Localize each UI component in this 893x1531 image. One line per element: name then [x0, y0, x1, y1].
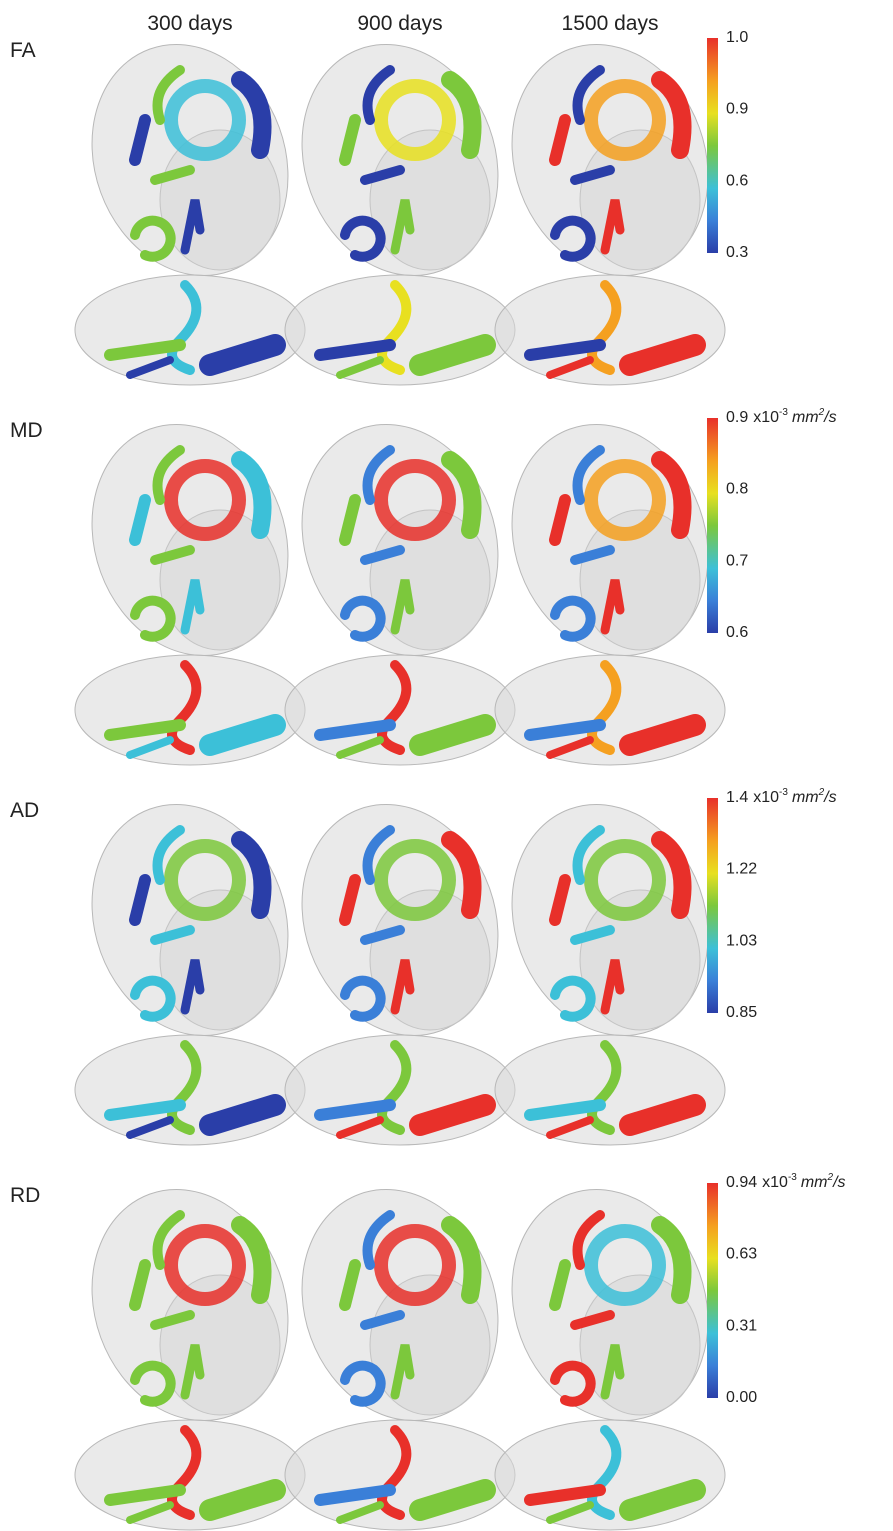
brain-top-view — [480, 1162, 739, 1449]
colorbar-tick-label: 0.63 — [726, 1246, 757, 1263]
brain-top-view — [60, 397, 319, 684]
unit-base: x10 — [753, 409, 779, 426]
colorbar-tick-label: 0.6 — [726, 624, 748, 641]
tick-value: 0.6 — [726, 173, 748, 190]
brain-top-view — [60, 777, 319, 1064]
colorbar-tick-label: 0.9x10-3mm2/s — [726, 407, 837, 427]
unit-exponent: -3 — [788, 1172, 797, 1183]
brain-side-view — [285, 1035, 515, 1145]
tick-value: 0.94 — [726, 1174, 757, 1191]
colorbar — [707, 38, 718, 253]
tick-value: 0.9 — [726, 409, 748, 426]
colorbar-tick-label: 0.8 — [726, 481, 748, 498]
brain-side-view — [495, 1035, 725, 1145]
unit: mm — [801, 1174, 828, 1191]
colorbar-tick-label: 1.0 — [726, 29, 748, 46]
brain-side-view — [75, 655, 305, 765]
column-header: 900 days — [357, 12, 442, 35]
colorbar-tick-label: 0.31 — [726, 1318, 757, 1335]
tick-value: 0.7 — [726, 553, 748, 570]
colorbar-tick-label: 0.9 — [726, 101, 748, 118]
brain-side-view — [285, 1420, 515, 1530]
colorbar-tick-label: 0.94x10-3mm2/s — [726, 1172, 846, 1192]
row-label: FA — [10, 39, 36, 62]
unit-tail: /s — [832, 1174, 845, 1191]
column-header: 1500 days — [562, 12, 659, 35]
colorbar — [707, 418, 718, 633]
tick-value: 0.9 — [726, 101, 748, 118]
unit-base: x10 — [753, 789, 779, 806]
tick-value: 0.63 — [726, 1246, 757, 1263]
colorbar-tick-label: 0.6 — [726, 173, 748, 190]
colorbar-tick-label: 0.7 — [726, 553, 748, 570]
brain-top-view — [60, 1162, 319, 1449]
brain-side-view — [285, 655, 515, 765]
tick-value: 0.6 — [726, 624, 748, 641]
unit-base: x10 — [762, 1174, 788, 1191]
brain-side-view — [285, 275, 515, 385]
row-label: AD — [10, 799, 39, 822]
unit-exponent: -3 — [779, 787, 788, 798]
tick-value: 1.4 — [726, 789, 748, 806]
tick-value: 0.85 — [726, 1004, 757, 1021]
row-label: MD — [10, 419, 43, 442]
brain-side-view — [75, 1420, 305, 1530]
tick-value: 0.3 — [726, 244, 748, 261]
brain-top-view — [270, 17, 529, 304]
brain-top-view — [480, 777, 739, 1064]
brain-side-view — [75, 275, 305, 385]
colorbar-tick-label: 0.3 — [726, 244, 748, 261]
colorbar-tick-label: 0.85 — [726, 1004, 757, 1021]
tick-value: 1.22 — [726, 861, 757, 878]
brain-side-view — [495, 275, 725, 385]
tick-value: 0.00 — [726, 1389, 757, 1406]
tick-value: 1.0 — [726, 29, 748, 46]
brain-side-view — [495, 655, 725, 765]
unit: mm — [792, 789, 819, 806]
colorbar-tick-label: 1.22 — [726, 861, 757, 878]
tick-value: 0.8 — [726, 481, 748, 498]
colorbar-tick-label: 1.03 — [726, 933, 757, 950]
brain-top-view — [270, 397, 529, 684]
brain-side-view — [495, 1420, 725, 1530]
brain-top-view — [270, 1162, 529, 1449]
brain-top-view — [270, 777, 529, 1064]
brain-top-view — [480, 17, 739, 304]
unit-exponent: -3 — [779, 407, 788, 418]
row-label: RD — [10, 1184, 40, 1207]
tick-value: 0.31 — [726, 1318, 757, 1335]
colorbar-tick-label: 1.4x10-3mm2/s — [726, 787, 837, 807]
colorbar — [707, 1183, 718, 1398]
figure: 300 days 900 days 1500 days FA 1.0 0.9 0.6 0.3 M… — [0, 0, 893, 1531]
unit-tail: /s — [823, 789, 836, 806]
unit-tail: /s — [823, 409, 836, 426]
colorbar-tick-label: 0.00 — [726, 1389, 757, 1406]
brain-top-view — [480, 397, 739, 684]
unit: mm — [792, 409, 819, 426]
brain-side-view — [75, 1035, 305, 1145]
column-header: 300 days — [147, 12, 232, 35]
tick-value: 1.03 — [726, 933, 757, 950]
brain-top-view — [60, 17, 319, 304]
colorbar — [707, 798, 718, 1013]
